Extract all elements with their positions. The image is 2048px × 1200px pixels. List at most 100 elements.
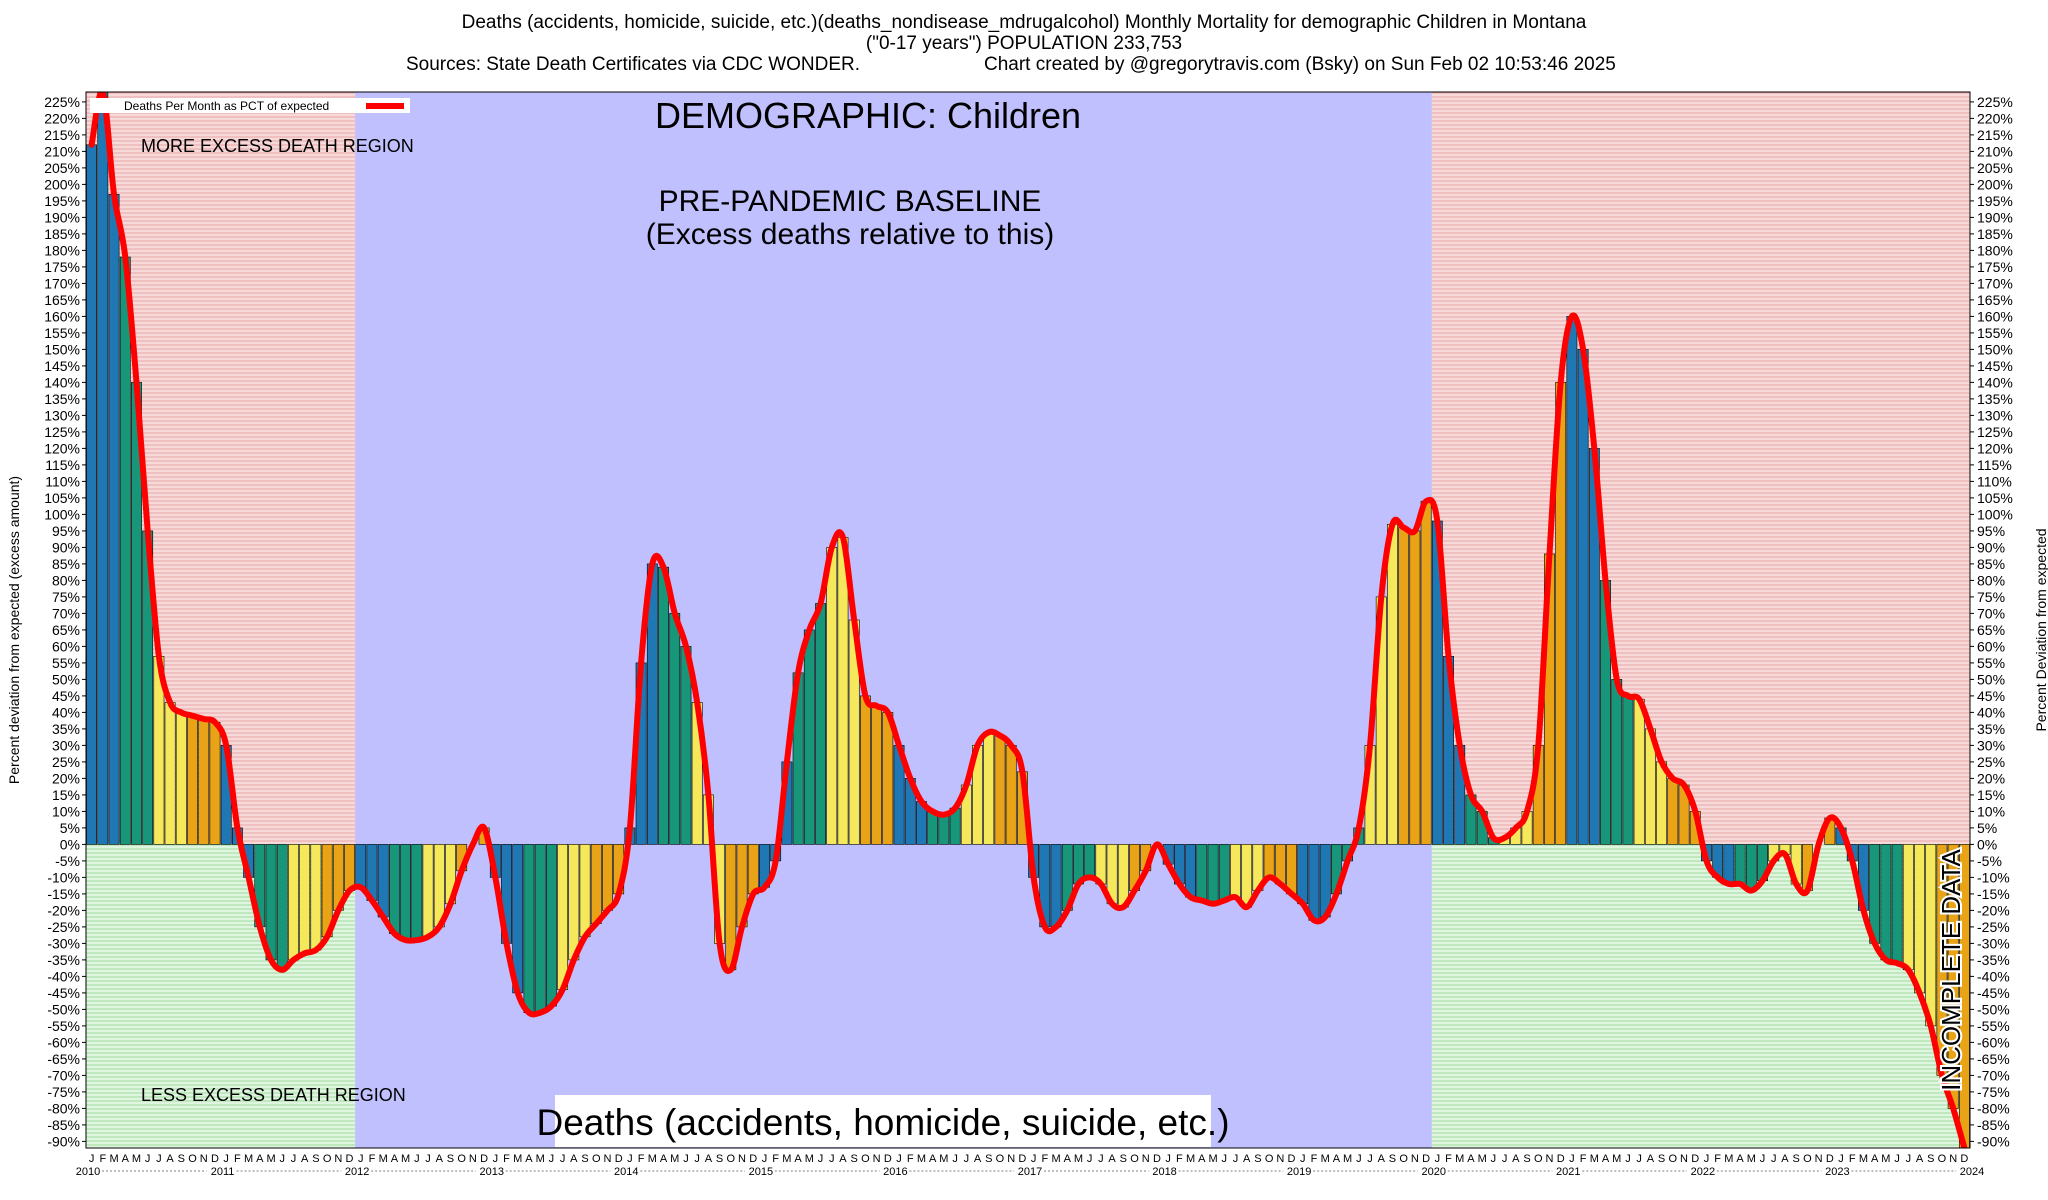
x-month-label: S: [1120, 1153, 1127, 1165]
x-month-label: A: [1602, 1153, 1610, 1165]
y-tick-label: 200%: [44, 176, 80, 192]
x-month-label: F: [1311, 1153, 1318, 1165]
x-month-label: N: [1411, 1153, 1419, 1165]
x-month-label: J: [627, 1153, 633, 1165]
x-month-label: M: [513, 1153, 522, 1165]
y-tick-label: 65%: [52, 622, 80, 638]
category-label-box: Deaths (accidents, homicide, suicide, et…: [536, 1095, 1230, 1147]
bar: [1308, 844, 1320, 921]
x-month-label: D: [1826, 1153, 1834, 1165]
bar: [97, 92, 109, 845]
x-month-label: D: [1288, 1153, 1296, 1165]
x-month-label: J: [896, 1153, 902, 1165]
y-tick-label: 225%: [44, 94, 80, 110]
y-tick-label: -5%: [55, 853, 80, 869]
bar: [1925, 844, 1937, 1027]
x-month-label: D: [1018, 1153, 1026, 1165]
x-month-label: J: [1300, 1153, 1306, 1165]
x-month-label: F: [772, 1153, 779, 1165]
category-label: Deaths (accidents, homicide, suicide, et…: [536, 1102, 1229, 1143]
y-tick-label-right: 20%: [1977, 770, 2005, 786]
y-axis-label-right: Percent Deviation from expected: [2033, 528, 2048, 731]
x-month-label: D: [346, 1153, 354, 1165]
y-tick-label: 40%: [52, 704, 80, 720]
bar: [108, 194, 120, 845]
x-month-label: O: [592, 1153, 601, 1165]
x-month-label: N: [1142, 1153, 1150, 1165]
bar: [198, 718, 210, 845]
x-year-label: 2018: [1152, 1166, 1176, 1178]
bar: [994, 735, 1006, 845]
bar: [1297, 844, 1309, 905]
x-month-label: S: [178, 1153, 185, 1165]
x-month-label: M: [1321, 1153, 1330, 1165]
x-month-label: O: [457, 1153, 466, 1165]
x-month-label: D: [1153, 1153, 1161, 1165]
y-axis-right: -90%-85%-80%-75%-70%-65%-60%-55%-50%-45%…: [1970, 94, 2013, 1149]
y-tick-label-right: -15%: [1977, 886, 2010, 902]
y-tick-label-right: 25%: [1977, 754, 2005, 770]
y-tick-label-right: 145%: [1977, 358, 2013, 374]
x-month-label: A: [705, 1153, 713, 1165]
bar: [590, 844, 602, 924]
x-month-label: J: [1625, 1153, 1631, 1165]
x-month-label: S: [1254, 1153, 1261, 1165]
bar: [1263, 844, 1275, 878]
bar: [299, 844, 311, 954]
x-month-label: J: [560, 1153, 566, 1165]
y-tick-label: 110%: [45, 473, 80, 489]
x-month-label: A: [301, 1153, 309, 1165]
bar: [276, 844, 288, 971]
y-tick-label-right: 105%: [1977, 490, 2013, 506]
x-month-label: J: [1569, 1153, 1575, 1165]
x-month-label: O: [1803, 1153, 1812, 1165]
bar: [1902, 844, 1914, 971]
y-tick-label: 140%: [44, 374, 80, 390]
y-tick-label-right: -90%: [1977, 1133, 2010, 1149]
x-year-label: 2022: [1691, 1166, 1715, 1178]
x-month-label: N: [1276, 1153, 1284, 1165]
x-month-label: O: [1669, 1153, 1678, 1165]
y-tick-label-right: 195%: [1977, 193, 2013, 209]
x-month-label: J: [1087, 1153, 1093, 1165]
legend-label: Deaths Per Month as PCT of expected: [124, 99, 329, 113]
x-month-label: J: [1771, 1153, 1777, 1165]
x-month-label: F: [99, 1153, 106, 1165]
x-month-label: M: [266, 1153, 275, 1165]
bar: [1398, 527, 1410, 845]
x-month-label: F: [234, 1153, 241, 1165]
x-month-label: S: [581, 1153, 588, 1165]
chart-title: Deaths (accidents, homicide, suicide, et…: [461, 12, 1587, 33]
y-tick-label-right: 155%: [1977, 325, 2013, 341]
y-axis-left: -90%-85%-80%-75%-70%-65%-60%-55%-50%-45%…: [44, 94, 86, 1149]
x-month-label: N: [1545, 1153, 1553, 1165]
y-tick-label-right: 75%: [1977, 589, 2005, 605]
y-tick-label: -75%: [47, 1084, 80, 1100]
y-tick-label: 150%: [44, 341, 80, 357]
x-month-label: J: [1760, 1153, 1766, 1165]
bar: [1656, 761, 1668, 845]
bar: [1409, 530, 1421, 845]
y-tick-label-right: 80%: [1977, 572, 2005, 588]
y-tick-label-right: 180%: [1977, 242, 2013, 258]
bar: [747, 844, 759, 895]
y-tick-label: 175%: [44, 259, 80, 275]
x-month-label: A: [1647, 1153, 1655, 1165]
y-tick-label: 50%: [52, 671, 80, 687]
bar: [815, 603, 826, 845]
bar: [1230, 844, 1241, 898]
x-month-label: J: [818, 1153, 824, 1165]
x-month-label: O: [1399, 1153, 1408, 1165]
x-month-label: A: [1108, 1153, 1116, 1165]
bar: [837, 537, 849, 845]
bar: [1005, 745, 1017, 845]
x-year-label: 2016: [883, 1166, 907, 1178]
bar: [557, 844, 569, 990]
x-month-label: J: [145, 1153, 151, 1165]
y-tick-label-right: 120%: [1977, 440, 2013, 456]
x-month-label: J: [1367, 1153, 1373, 1165]
x-month-label: M: [379, 1153, 388, 1165]
x-month-label: D: [1960, 1153, 1968, 1165]
bar: [1667, 778, 1679, 845]
